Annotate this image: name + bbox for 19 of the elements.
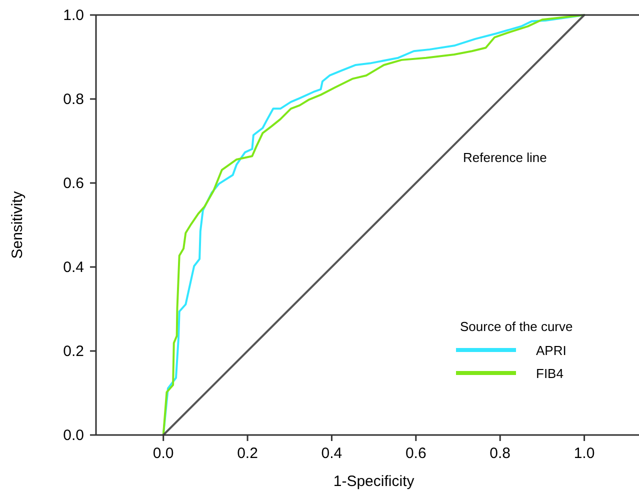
x-tick-label: 0.2 — [237, 445, 258, 462]
y-tick-label: 0.4 — [63, 259, 84, 276]
y-axis-title: Sensitivity — [9, 190, 26, 259]
x-tick-label: 0.4 — [321, 445, 342, 462]
y-tick-label: 1.0 — [63, 7, 84, 24]
x-tick-label: 0.6 — [405, 445, 426, 462]
legend-label: FIB4 — [536, 366, 564, 381]
y-tick-label: 0.6 — [63, 175, 84, 192]
x-axis-title: 1-Specificity — [333, 473, 415, 490]
x-tick-label: 0.8 — [490, 445, 511, 462]
legend-label: APRI — [536, 343, 566, 358]
y-tick-label: 0.8 — [63, 91, 84, 108]
x-tick-label: 1.0 — [574, 445, 595, 462]
x-tick-label: 0.0 — [152, 445, 174, 462]
y-tick-label: 0.0 — [63, 427, 84, 444]
y-tick-label: 0.2 — [63, 343, 84, 360]
line-series — [162, 14, 586, 436]
annotation: Reference line — [463, 150, 547, 165]
legend-title: Source of the curve — [460, 319, 573, 334]
